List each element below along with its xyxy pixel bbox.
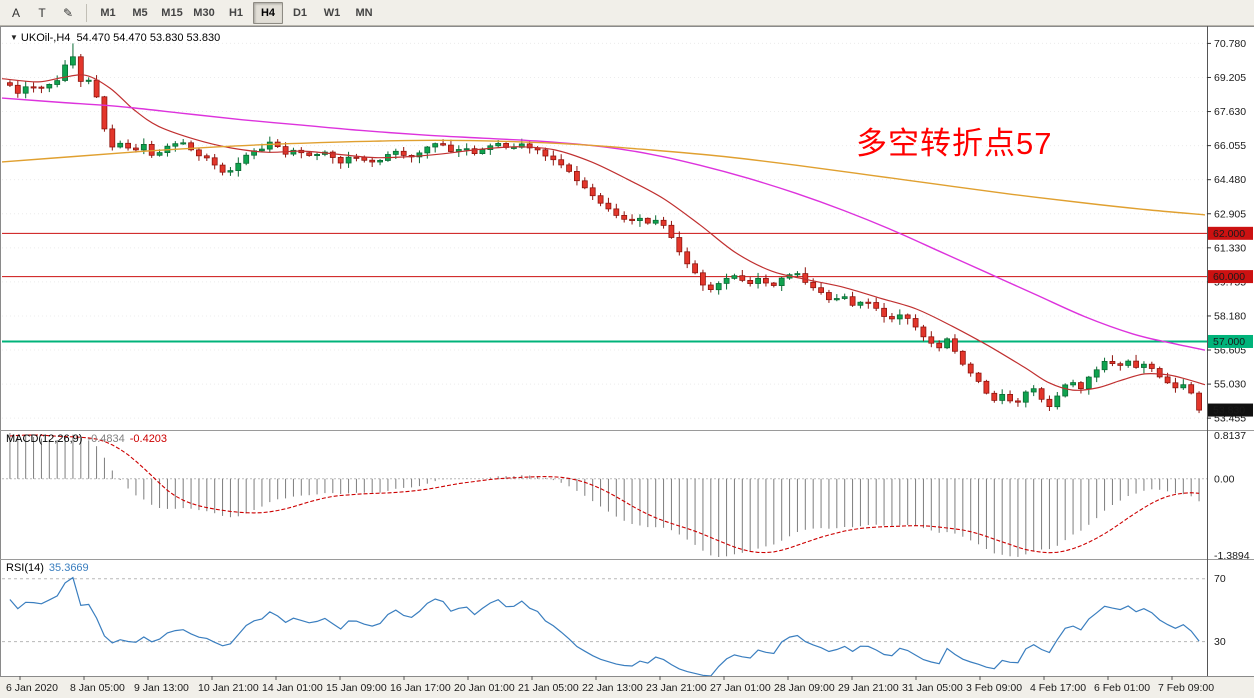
rsi-layer xyxy=(2,576,1207,677)
current-price-badge xyxy=(1208,403,1253,417)
time-axis-label: 23 Jan 21:00 xyxy=(646,682,707,694)
time-axis-label: 9 Jan 13:00 xyxy=(134,682,189,694)
level-price-badge xyxy=(1208,226,1253,240)
timeframe-H1-button[interactable]: H1 xyxy=(228,6,244,19)
price-axis-label: 55.030 xyxy=(1214,379,1246,391)
macd-layer xyxy=(2,433,1207,557)
macd-axis-min: -1.3894 xyxy=(1214,550,1250,562)
level-price-badge xyxy=(1208,270,1253,284)
ma-mid-magenta-line[interactable] xyxy=(1,97,1206,351)
toolbar: A T ✎ M1 M5 M15 M30 H1 H4 D1 W1 MN xyxy=(0,0,1254,26)
chart-header: ▼ UKOil-,H4 54.470 54.470 53.830 53.830 xyxy=(10,32,220,44)
price-axis-label: 64.480 xyxy=(1214,174,1246,186)
panel-borders-layer xyxy=(0,26,1254,676)
time-axis[interactable]: 6 Jan 2020 8 Jan 05:00 9 Jan 13:00 10 Jan 2… xyxy=(0,676,1254,698)
level-price-badge xyxy=(1208,334,1253,348)
rsi-axis-high: 70 xyxy=(1214,573,1226,585)
level-price-badge-text: 62.000 xyxy=(1213,228,1245,240)
time-axis-label: 20 Jan 01:00 xyxy=(454,682,515,694)
timeframe-button-group: M1 M5 M15 M30 H1 H4 D1 W1 MN xyxy=(93,1,379,24)
time-axis-label: 28 Jan 09:00 xyxy=(774,682,835,694)
time-axis-label: 6 Feb 01:00 xyxy=(1094,682,1150,694)
timeframe-H4-button[interactable]: H4 xyxy=(253,1,283,24)
time-axis-label: 31 Jan 05:00 xyxy=(902,682,963,694)
timeframe-D1-button[interactable]: D1 xyxy=(292,6,308,19)
time-axis-label: 27 Jan 01:00 xyxy=(710,682,771,694)
macd-axis-zero: 0.00 xyxy=(1214,473,1235,485)
level-price-badge-text: 60.000 xyxy=(1213,271,1245,283)
timeframe-M15-button[interactable]: M15 xyxy=(161,6,183,19)
rsi-label: RSI(14) xyxy=(6,562,44,574)
ma-fast-red-line[interactable] xyxy=(1,74,1206,391)
time-axis-label: 16 Jan 17:00 xyxy=(390,682,451,694)
price-axis-label: 70.780 xyxy=(1214,38,1246,50)
ma-slow-orange-line[interactable] xyxy=(1,139,1206,216)
price-axis-label: 67.630 xyxy=(1214,106,1246,118)
level-price-badge-text: 57.000 xyxy=(1213,336,1245,348)
macd-axis-max: 0.8137 xyxy=(1214,430,1246,442)
time-axis-label: 10 Jan 21:00 xyxy=(198,682,259,694)
time-axis-label: 7 Feb 09:00 xyxy=(1158,682,1214,694)
chart-window: 70.780 69.205 67.630 66.055 64.480 62.905 61.3… xyxy=(0,26,1254,698)
cursor-tool-button[interactable]: A xyxy=(11,5,20,20)
moving-averages-layer xyxy=(1,74,1206,391)
price-axis-label: 62.905 xyxy=(1214,208,1246,220)
rsi-value: 35.3669 xyxy=(48,562,89,574)
price-axis-label: 69.205 xyxy=(1214,72,1246,84)
gridlines-layer xyxy=(2,42,1207,419)
macd-indicator-header: MACD(12,26,9) -0.4834 -0.4203 xyxy=(6,433,167,445)
time-axis-label: 8 Jan 05:00 xyxy=(70,682,125,694)
price-axis[interactable]: 70.780 69.205 67.630 66.055 64.480 62.905 61.3… xyxy=(1207,38,1253,648)
tool-button-group: A T ✎ xyxy=(4,2,80,24)
time-axis-label: 14 Jan 01:00 xyxy=(262,682,323,694)
timeframe-M30-button[interactable]: M30 xyxy=(193,6,215,19)
chart-annotation-text[interactable]: 多空转折点57 xyxy=(856,126,1053,161)
timeframe-M5-button[interactable]: M5 xyxy=(132,6,148,19)
rsi-line xyxy=(9,576,1200,677)
rsi-indicator-header: RSI(14) 35.3669 xyxy=(6,562,89,574)
macd-label: MACD(12,26,9) xyxy=(6,433,83,445)
toolbar-separator xyxy=(86,3,87,22)
macd-signal-line xyxy=(9,434,1200,554)
chart-symbol-label: UKOil-,H4 xyxy=(20,32,71,44)
chart-ohlc-values: 54.470 54.470 53.830 53.830 xyxy=(76,32,221,44)
price-axis-label: 66.055 xyxy=(1214,140,1246,152)
time-axis-label: 4 Feb 17:00 xyxy=(1030,682,1086,694)
timeframe-M1-button[interactable]: M1 xyxy=(100,6,116,19)
time-axis-label: 15 Jan 09:00 xyxy=(326,682,387,694)
current-price-badge-text: 53.830 xyxy=(1213,405,1245,417)
chart-canvas[interactable]: 70.780 69.205 67.630 66.055 64.480 62.905 61.3… xyxy=(0,26,1254,698)
macd-main-value: -0.4834 xyxy=(87,433,125,445)
rsi-axis-low: 30 xyxy=(1214,636,1226,648)
time-axis-label: 3 Feb 09:00 xyxy=(966,682,1022,694)
price-axis-label: 61.330 xyxy=(1214,242,1246,254)
level-lines-layer xyxy=(2,232,1207,343)
timeframe-W1-button[interactable]: W1 xyxy=(323,6,341,19)
time-axis-label: 22 Jan 13:00 xyxy=(582,682,643,694)
candlestick-layer xyxy=(7,43,1202,414)
time-axis-label: 6 Jan 2020 xyxy=(6,682,58,694)
text-tool-button[interactable]: T xyxy=(38,5,46,20)
macd-signal-value: -0.4203 xyxy=(129,433,168,445)
price-axis-label: 58.180 xyxy=(1214,310,1246,322)
timeframe-MN-button[interactable]: MN xyxy=(355,6,373,19)
time-axis-label: 29 Jan 21:00 xyxy=(838,682,899,694)
one-click-trading-icon[interactable]: ▼ xyxy=(10,33,18,42)
draw-tool-button[interactable]: ✎ xyxy=(62,5,74,20)
time-axis-label: 21 Jan 05:00 xyxy=(518,682,579,694)
